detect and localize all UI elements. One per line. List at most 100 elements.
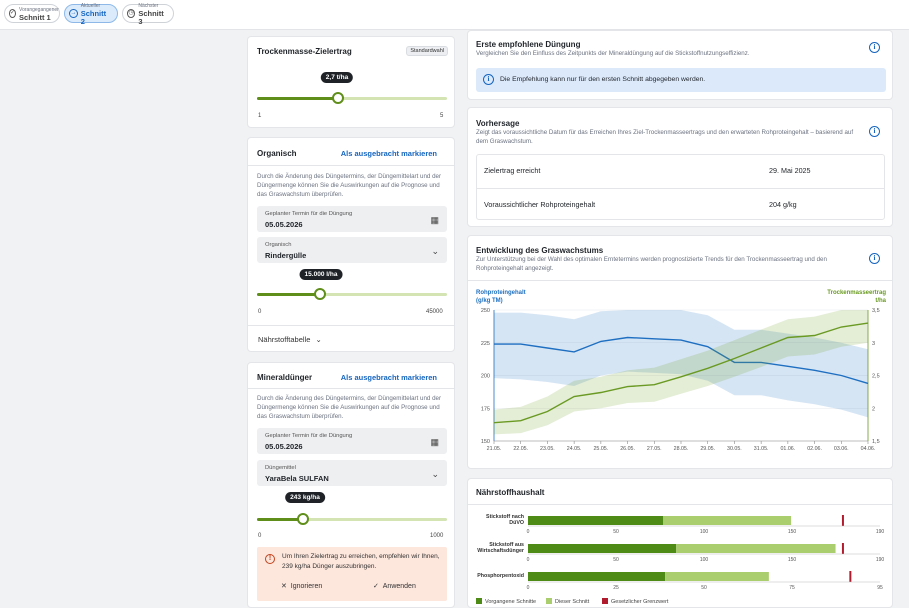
nutrient-tick-label: 100 (700, 529, 709, 535)
target-yield-slider[interactable] (257, 92, 447, 104)
organic-description: Durch die Änderung des Düngetermins, der… (257, 173, 442, 198)
apply-button[interactable]: ✓ Anwenden (373, 582, 416, 590)
nutrient-tick-label: 190 (876, 529, 885, 535)
bar-this-cut (676, 544, 836, 553)
left-tick-label: 225 (481, 341, 490, 347)
nutrient-row-label: DüVO (509, 520, 524, 526)
top-bar: ✓ Vorangegangener Schnitt 1 → Aktueller Sc… (0, 0, 909, 30)
divider (248, 388, 454, 389)
target-max: 5 (440, 113, 444, 119)
nutrient-table-toggle[interactable]: Nährstofftabelle ⌄ (258, 335, 322, 344)
date-field-label: Geplanter Termin für die Düngung (265, 433, 353, 439)
x-tick-label: 03.06. (834, 446, 849, 452)
series-line-left (494, 336, 869, 385)
confidence-band-right (494, 310, 868, 435)
slider-thumb[interactable] (314, 288, 327, 300)
forecast-title: Vorhersage (476, 119, 520, 128)
forecast-row: Zielertrag erreicht 29. Mai 2025 (477, 155, 884, 187)
mineral-card: Mineraldünger Als ausgebracht markieren … (247, 362, 455, 608)
first-rec-info-text: Die Empfehlung kann nur für den ersten S… (500, 76, 706, 83)
tab-cut-1-label: Schnitt 1 (19, 12, 51, 22)
target-min: 1 (258, 113, 262, 119)
calendar-icon[interactable]: ▦ (430, 437, 439, 447)
mineral-mark-applied-link[interactable]: Als ausgebracht markieren (340, 373, 437, 382)
legal-limit-marker (841, 515, 844, 526)
tab-cut-3-label: Schnitt 3 (138, 8, 164, 26)
clock-icon: ◷ (127, 9, 136, 18)
ignore-label: Ignorieren (290, 583, 323, 590)
tab-cut-1-small: Vorangegangener (19, 6, 59, 13)
tab-cut-3-small: Nächster (138, 2, 159, 9)
x-tick-label: 23.05. (540, 446, 555, 452)
right-axis-unit: t/ha (875, 298, 886, 304)
chevron-down-icon[interactable]: ⌄ (431, 246, 439, 256)
divider (468, 280, 892, 281)
nutrient-tick-label: 50 (701, 585, 707, 591)
ignore-button[interactable]: ✕ Ignorieren (281, 582, 322, 590)
tab-cut-2-label: Schnitt 2 (80, 8, 107, 26)
organic-type-select[interactable]: Organisch Rindergülle ⌄ (257, 237, 447, 263)
apply-label: Anwenden (382, 583, 416, 590)
info-icon[interactable]: i (869, 253, 880, 264)
forecast-subtitle: Zeigt das voraussichtliche Datum für das… (476, 129, 854, 145)
info-icon[interactable]: i (869, 126, 880, 137)
right-tick-label: 3 (872, 341, 875, 347)
divider (248, 325, 454, 326)
tab-cut-3[interactable]: ◷ Nächster Schnitt 3 (122, 2, 174, 26)
info-icon: i (483, 74, 494, 85)
forecast-row-label: Voraussichtlicher Rohproteingehalt (484, 200, 596, 209)
nutrient-card: Nährstoffhaushalt Stickstoff nach DüVO 0 50… (467, 478, 893, 608)
organic-title: Organisch (257, 149, 297, 158)
x-tick-label: 31.05. (754, 446, 769, 452)
tab-cut-1[interactable]: ✓ Vorangegangener Schnitt 1 (4, 4, 60, 23)
tab-cut-2[interactable]: → Aktueller Schnitt 2 (64, 3, 118, 26)
legal-limit-marker (849, 571, 852, 582)
bar-previous-cuts (528, 544, 677, 553)
calendar-icon[interactable]: ▦ (430, 215, 439, 225)
right-tick-label: 2,5 (872, 374, 880, 380)
chevron-down-icon[interactable]: ⌄ (431, 469, 439, 479)
forecast-row-label: Zielertrag erreicht (484, 166, 541, 175)
date-field-value: 05.05.2026 (265, 442, 303, 451)
mineral-type-select[interactable]: Düngemittel YaraBela SULFAN ⌄ (257, 460, 447, 486)
slider-thumb[interactable] (297, 513, 310, 525)
organic-mark-applied-link[interactable]: Als ausgebracht markieren (340, 149, 437, 158)
nutrient-tick-label: 25 (613, 585, 619, 591)
organic-slider-tooltip: 15.000 l/ha (299, 269, 343, 280)
forecast-table: Zielertrag erreicht 29. Mai 2025 Vorauss… (476, 154, 885, 220)
bar-this-cut (663, 516, 792, 525)
mineral-amount-slider[interactable] (257, 513, 447, 525)
first-rec-subtitle: Vergleichen Sie den Einfluss des Zeitpun… (476, 50, 750, 57)
organic-card: Organisch Als ausgebracht markieren Durc… (247, 137, 455, 352)
legend-swatch (476, 598, 482, 604)
nutrient-tick-label: 150 (788, 529, 797, 535)
organic-date-field[interactable]: Geplanter Termin für die Düngung 05.05.2… (257, 206, 447, 232)
left-axis-title: Rohproteingehalt (476, 290, 526, 296)
type-select-label: Düngemittel (265, 465, 296, 471)
left-tick-label: 200 (481, 374, 490, 380)
info-icon[interactable]: i (869, 42, 880, 53)
bar-this-cut (665, 572, 769, 581)
x-tick-label: 22.05. (513, 446, 528, 452)
nutrient-title: Nährstoffhaushalt (476, 488, 545, 497)
nutrient-tick-label: 0 (527, 529, 530, 535)
forecast-row-value: 29. Mai 2025 (769, 166, 811, 175)
recommendation-warning: ! Um Ihren Zielertrag zu erreichen, empf… (257, 547, 447, 601)
legend-swatch (602, 598, 608, 604)
nutrient-row-label: Phosphorpentoxid (477, 573, 524, 579)
x-tick-label: 02.06. (807, 446, 822, 452)
right-tick-label: 1,5 (872, 439, 880, 445)
mineral-slider-tooltip: 243 kg/ha (285, 492, 325, 503)
nutrient-tick-label: 50 (613, 557, 619, 563)
mineral-date-field[interactable]: Geplanter Termin für die Düngung 05.05.2… (257, 428, 447, 454)
legend-label: Vorgangene Schnitte (485, 599, 536, 605)
legal-limit-marker (841, 543, 844, 554)
forecast-row-value: 204 g/kg (769, 200, 797, 209)
organic-amount-slider[interactable] (257, 288, 447, 300)
legend-swatch (546, 598, 552, 604)
right-tick-label: 2 (872, 406, 875, 412)
growth-subtitle: Zur Unterstützung bei der Wahl des optim… (476, 256, 827, 272)
slider-thumb[interactable] (331, 92, 344, 104)
type-select-value: YaraBela SULFAN (265, 474, 329, 483)
date-field-value: 05.05.2026 (265, 220, 303, 229)
